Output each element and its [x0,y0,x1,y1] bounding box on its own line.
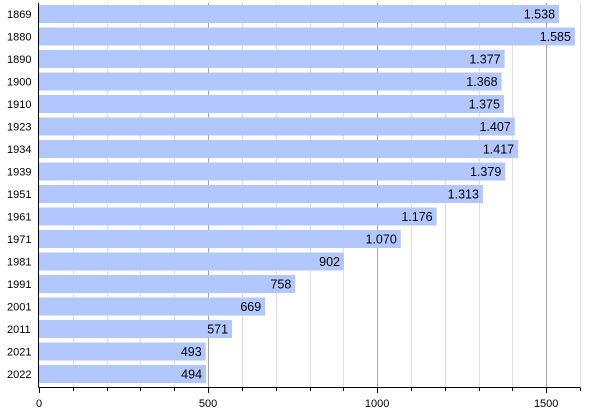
bar-2021 [39,342,206,361]
bar-1910 [39,95,504,113]
bar-2022 [39,365,207,383]
value-label-1991: 758 [270,278,291,292]
category-label-1934: 1934 [7,144,31,156]
value-label-2021: 493 [181,345,202,359]
value-label-1880: 1.585 [540,30,571,44]
value-label-1961: 1.176 [401,210,432,224]
x-tick-label-1000: 1000 [365,398,389,409]
value-label-2001: 669 [240,300,261,314]
bar-2001 [39,297,266,316]
category-label-1923: 1923 [7,122,31,134]
value-label-2022: 494 [181,368,202,382]
bar-1991 [39,275,296,293]
value-label-1951: 1.313 [448,188,479,202]
category-label-2021: 2021 [7,347,31,359]
bar-1880 [39,27,575,46]
bar-1971 [39,230,401,248]
category-label-2022: 2022 [7,369,31,381]
value-labels: 1.538 1.585 1.377 1.368 1.375 1.407 1.417 1.379… [181,8,571,382]
bar-1951 [39,185,483,203]
category-label-2001: 2001 [7,302,31,314]
value-label-1939: 1.379 [470,165,501,179]
bar-1934 [39,140,519,158]
category-label-1981: 1981 [7,257,31,269]
category-label-2011: 2011 [7,324,31,336]
value-label-2011: 571 [207,323,228,337]
category-label-1869: 1869 [7,9,31,21]
category-label-1890: 1890 [7,54,31,66]
category-labels: 1869 1880 1890 1900 1910 1923 1934 1939 1951 1961… [7,9,31,381]
bar-1939 [39,162,506,181]
value-label-1910: 1.375 [469,98,500,112]
value-label-1869: 1.538 [524,8,555,22]
bar-1923 [39,117,515,136]
category-label-1951: 1951 [7,189,31,201]
value-label-1923: 1.407 [479,120,510,134]
category-label-1910: 1910 [7,99,31,111]
category-label-1900: 1900 [7,77,31,89]
x-tick-label-500: 500 [199,398,217,409]
bars [39,5,575,383]
bar-2011 [39,320,233,338]
value-label-1890: 1.377 [469,53,500,67]
value-label-1971: 1.070 [366,233,397,247]
x-tick-label-1500: 1500 [534,398,558,409]
category-label-1971: 1971 [7,234,31,246]
value-label-1900: 1.368 [466,75,497,89]
x-tick-label-0: 0 [36,398,42,409]
category-label-1880: 1880 [7,32,31,44]
category-label-1961: 1961 [7,212,31,224]
category-label-1991: 1991 [7,279,31,291]
bar-1890 [39,50,505,68]
value-label-1934: 1.417 [483,143,514,157]
x-axis: 0 500 1000 1500 [36,3,581,409]
value-label-1981: 902 [319,255,340,269]
bar-1961 [39,207,437,226]
bar-1869 [39,5,560,23]
bar-1900 [39,72,502,91]
bar-1981 [39,252,344,271]
category-label-1939: 1939 [7,167,31,179]
